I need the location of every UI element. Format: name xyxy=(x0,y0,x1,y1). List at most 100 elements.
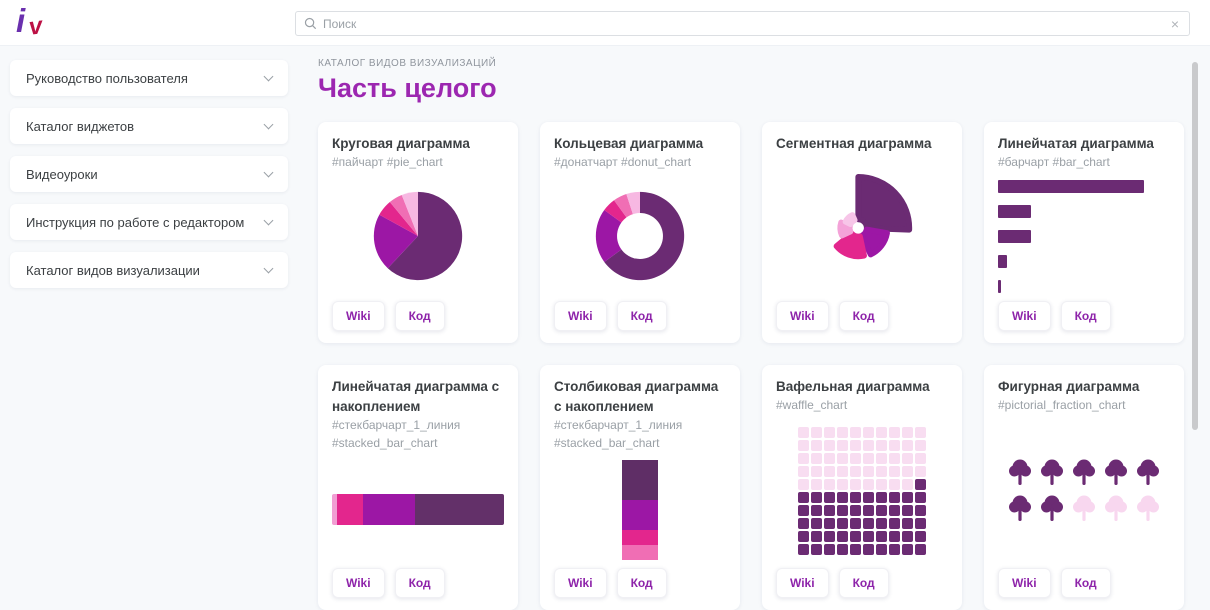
code-button[interactable]: Код xyxy=(616,567,667,598)
wiki-button[interactable]: Wiki xyxy=(776,567,829,598)
card-tags: #pictorial_fraction_chart xyxy=(998,397,1126,412)
card-tags: #донатчарт #donut_chart xyxy=(554,155,692,170)
waffle-cell xyxy=(798,427,809,439)
card-bars: Линейчатая диаграмма #барчарт #bar_chart W… xyxy=(984,122,1184,343)
wiki-button[interactable]: Wiki xyxy=(554,567,607,598)
waffle-cell xyxy=(824,518,835,530)
sidebar-item-3[interactable]: Видеоуроки xyxy=(10,156,288,192)
stack-segment xyxy=(622,544,658,560)
code-button[interactable]: Код xyxy=(1060,300,1111,331)
card-donut: Кольцевая диаграмма #донатчарт #donut_cha… xyxy=(540,122,740,343)
waffle-cell xyxy=(798,492,809,504)
stacked-bar-horizontal xyxy=(332,494,504,526)
waffle-cell xyxy=(811,518,822,530)
waffle-cell xyxy=(850,453,861,465)
wiki-button[interactable]: Wiki xyxy=(554,300,607,331)
chart-thumbnail xyxy=(332,172,504,301)
waffle-cell xyxy=(798,453,809,465)
page-title: Часть целого xyxy=(318,73,497,103)
code-button[interactable]: Код xyxy=(838,300,889,331)
code-button[interactable]: Код xyxy=(394,300,445,331)
waffle-cell xyxy=(811,531,822,543)
waffle-cell xyxy=(837,479,848,491)
waffle-cell xyxy=(902,492,913,504)
waffle-cell xyxy=(889,492,900,504)
code-button[interactable]: Код xyxy=(616,300,667,331)
clear-search-icon[interactable]: × xyxy=(1170,15,1179,32)
wiki-button[interactable]: Wiki xyxy=(776,300,829,331)
waffle-cell xyxy=(863,440,874,452)
waffle-cell xyxy=(850,479,861,491)
stack-segment xyxy=(622,499,658,530)
tree-icon xyxy=(1009,495,1031,522)
code-button[interactable]: Код xyxy=(394,567,445,598)
card-buttons: Wiki Код xyxy=(998,300,1170,331)
sidebar-item-5[interactable]: Каталог видов визуализации xyxy=(10,252,288,288)
waffle-cell xyxy=(902,531,913,543)
sidebar-item-1[interactable]: Руководство пользователя xyxy=(10,60,288,96)
card-trees: Фигурная диаграмма #pictorial_fraction_ch… xyxy=(984,364,1184,610)
vertical-scrollbar[interactable] xyxy=(1192,62,1198,430)
waffle-cell xyxy=(798,466,809,478)
waffle-cell xyxy=(850,466,861,478)
waffle-cell xyxy=(863,505,874,517)
wiki-button[interactable]: Wiki xyxy=(332,567,385,598)
search-input[interactable] xyxy=(323,16,1169,31)
waffle-cell xyxy=(876,531,887,543)
tree-icon xyxy=(1137,495,1159,522)
tree-icon xyxy=(1041,459,1063,486)
waffle-cell xyxy=(915,427,926,439)
waffle-cell xyxy=(798,544,809,556)
waffle-cell xyxy=(889,518,900,530)
wiki-button[interactable]: Wiki xyxy=(332,300,385,331)
waffle-cell xyxy=(863,518,874,530)
sidebar-item-label: Каталог видов визуализации xyxy=(26,262,200,278)
card-segment: Сегментная диаграмма Wiki Код xyxy=(762,122,962,343)
app-logo[interactable]: i v xyxy=(16,4,60,44)
tree-icon xyxy=(1009,459,1031,486)
waffle-cell xyxy=(811,505,822,517)
card-buttons: Wiki Код xyxy=(554,300,726,331)
wiki-button[interactable]: Wiki xyxy=(998,567,1051,598)
waffle-cell xyxy=(889,440,900,452)
search-box[interactable]: × xyxy=(295,11,1190,36)
cards-grid: Круговая диаграмма #пайчарт #pie_chart Wik… xyxy=(318,122,1184,610)
chart-thumbnail xyxy=(554,172,726,301)
waffle-cell xyxy=(824,544,835,556)
waffle-cell xyxy=(811,479,822,491)
waffle-cell xyxy=(811,440,822,452)
waffle-cell xyxy=(889,427,900,439)
sidebar-item-2[interactable]: Каталог виджетов xyxy=(10,108,288,144)
chart-thumbnail xyxy=(998,172,1170,301)
card-waffle: Вафельная диаграмма #waffle_chart Wiki Код xyxy=(762,364,962,610)
card-title: Сегментная диаграмма xyxy=(776,136,932,151)
waffle-cell xyxy=(811,466,822,478)
waffle-cell xyxy=(915,440,926,452)
bar xyxy=(998,254,1007,268)
card-hstack: Линейчатая диаграмма с накоплением #стекб… xyxy=(318,364,518,610)
waffle-cell xyxy=(837,466,848,478)
waffle-cell xyxy=(837,505,848,517)
waffle-cell xyxy=(863,531,874,543)
waffle-cell xyxy=(889,466,900,478)
card-tags: #waffle_chart xyxy=(776,397,848,412)
stack-segment xyxy=(622,529,658,545)
waffle-cell xyxy=(902,466,913,478)
code-button[interactable]: Код xyxy=(838,567,889,598)
card-buttons: Wiki Код xyxy=(332,300,504,331)
wiki-button[interactable]: Wiki xyxy=(998,300,1051,331)
waffle-cell xyxy=(798,518,809,530)
waffle-cell xyxy=(915,531,926,543)
waffle-cell xyxy=(837,427,848,439)
card-tags: #stacked_bar_chart xyxy=(554,435,660,450)
waffle-cell xyxy=(798,531,809,543)
bar xyxy=(998,229,1031,243)
card-buttons: Wiki Код xyxy=(332,567,504,598)
code-button[interactable]: Код xyxy=(1060,567,1111,598)
waffle-cell xyxy=(850,505,861,517)
waffle-cell xyxy=(902,427,913,439)
card-title: Линейчатая диаграмма с накоплением xyxy=(332,378,500,414)
sidebar-item-4[interactable]: Инструкция по работе с редактором xyxy=(10,204,288,240)
waffle-cell xyxy=(811,544,822,556)
waffle-cell xyxy=(876,492,887,504)
